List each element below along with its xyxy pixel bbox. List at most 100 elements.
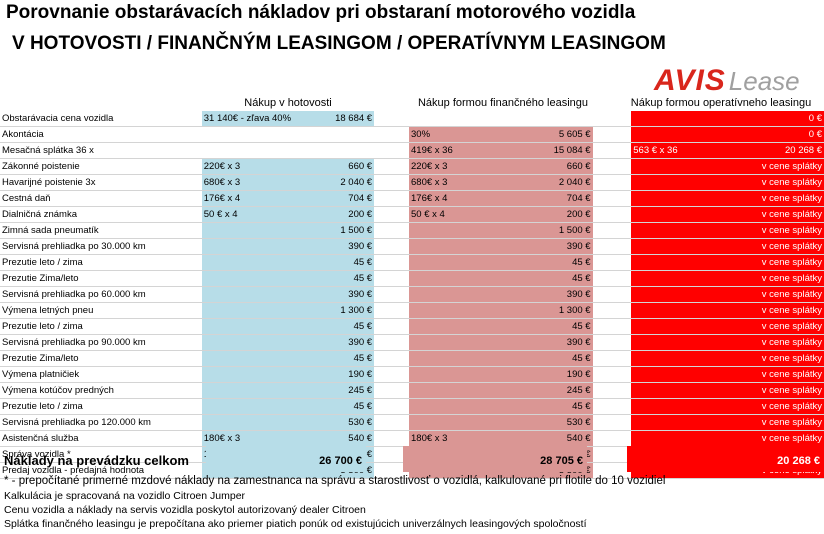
cell-c3b: v cene splátky: [731, 174, 824, 191]
cell-c3b: v cene splátky: [731, 206, 824, 223]
cell-c3a: [631, 158, 732, 175]
cell-spacer: [592, 366, 632, 383]
cell-c3a: [631, 334, 732, 351]
total-cash: 26 700 €: [206, 446, 366, 472]
cell-c3a: 563 € x 36: [631, 142, 732, 159]
cell-c1a: [201, 318, 317, 335]
cell-c3b: v cene splátky: [731, 238, 824, 255]
cell-c2b: 200 €: [511, 206, 593, 223]
cell-c2a: 180€ x 3: [409, 430, 512, 447]
cell-c2a: [409, 318, 512, 335]
cost-table: Obstarávacia cena vozidla 31 140€ - zľava…: [0, 111, 824, 479]
cell-label: Asistenčná služba: [0, 430, 202, 447]
cell-c3b: v cene splátky: [731, 366, 824, 383]
table-row: Servisná prehliadka po 120.000 km 530 € 53…: [0, 414, 824, 431]
cell-c2b: 540 €: [511, 430, 593, 447]
cell-label: Mesačná splátka 36 x: [0, 142, 202, 159]
cell-spacer: [592, 174, 632, 191]
cell-c3b: v cene splátky: [731, 222, 824, 239]
cell-spacer: [374, 238, 410, 255]
cell-c1a: [201, 270, 317, 287]
cell-c1b: 2 040 €: [316, 174, 375, 191]
cell-c1b: 704 €: [316, 190, 375, 207]
cell-c1a: [201, 126, 317, 143]
cell-c2a: [409, 238, 512, 255]
cell-label: Zimná sada pneumatík: [0, 222, 202, 239]
table-row: Prezutie leto / zima 45 € 45 € v cene splát…: [0, 398, 824, 415]
avis-lease-logo: AVIS Lease: [654, 64, 800, 98]
table-row: Dialničná známka 50 € x 4 200 €50 € x 4 200…: [0, 206, 824, 223]
cell-label: Prezutie leto / zima: [0, 398, 202, 415]
page-subtitle: V HOTOVOSTI / FINANČNÝM LEASINGOM / OPER…: [12, 33, 666, 54]
cell-c2b: 390 €: [511, 334, 593, 351]
cell-c1b: 45 €: [316, 270, 375, 287]
logo-brand: AVIS: [654, 64, 726, 97]
cell-spacer: [592, 238, 632, 255]
cell-c1b: 390 €: [316, 286, 375, 303]
cell-spacer: [374, 398, 410, 415]
cell-c2a: 50 € x 4: [409, 206, 512, 223]
cell-spacer: [374, 382, 410, 399]
cell-spacer: [374, 430, 410, 447]
cell-label: Obstarávacia cena vozidla: [0, 111, 202, 127]
cell-c3a: [631, 270, 732, 287]
cell-spacer: [592, 222, 632, 239]
cell-label: Akontácia: [0, 126, 202, 143]
table-row: Asistenčná služba 180€ x 3 540 €180€ x 3 54…: [0, 430, 824, 447]
table-row: Akontácia 30% 5 605 € 0 €: [0, 126, 824, 143]
cell-c2b: 190 €: [511, 366, 593, 383]
cell-spacer: [592, 206, 632, 223]
cell-c1a: 220€ x 3: [201, 158, 317, 175]
cell-c2b: 245 €: [511, 382, 593, 399]
cell-c2b: 390 €: [511, 286, 593, 303]
cell-spacer: [592, 382, 632, 399]
cell-label: Prezutie Zima/leto: [0, 350, 202, 367]
cell-c2a: [409, 398, 512, 415]
cell-c1b: 1 300 €: [316, 302, 375, 319]
table-row: Prezutie leto / zima 45 € 45 € v cene splát…: [0, 254, 824, 271]
cell-c1a: [201, 302, 317, 319]
table-row: Cestná daň 176€ x 4 704 €176€ x 4 704 € v ce…: [0, 190, 824, 207]
cell-c1a: 31 140€ - zľava 40%: [201, 111, 317, 127]
header-operative: Nákup formou operatívneho leasingu: [630, 97, 812, 109]
cell-label: Servisná prehliadka po 120.000 km: [0, 414, 202, 431]
cell-c3b: v cene splátky: [731, 350, 824, 367]
cell-c1b: 245 €: [316, 382, 375, 399]
totals-label: Náklady na prevádzku celkom: [4, 453, 189, 468]
cell-c1a: 180€ x 3: [201, 430, 317, 447]
table-row: Výmena platničiek 190 € 190 € v cene splátk…: [0, 366, 824, 383]
cell-c2b: 2 040 €: [511, 174, 593, 191]
cell-c1a: [201, 286, 317, 303]
cell-spacer: [374, 254, 410, 271]
cell-spacer: [374, 270, 410, 287]
cell-spacer: [592, 302, 632, 319]
cell-spacer: [374, 126, 410, 143]
cell-c3a: [631, 382, 732, 399]
cell-c1a: [201, 366, 317, 383]
cell-c1b: 530 €: [316, 414, 375, 431]
table-row: Servisná prehliadka po 30.000 km 390 € 390…: [0, 238, 824, 255]
cell-c3b: v cene splátky: [731, 334, 824, 351]
cell-c3b: v cene splátky: [731, 302, 824, 319]
cell-c2b: 390 €: [511, 238, 593, 255]
cell-c1b: 45 €: [316, 254, 375, 271]
cell-c1b: 200 €: [316, 206, 375, 223]
cell-c3a: [631, 222, 732, 239]
cell-c3a: [631, 302, 732, 319]
cell-c1a: [201, 254, 317, 271]
cell-c2a: [409, 302, 512, 319]
cell-c2b: 45 €: [511, 254, 593, 271]
cell-label: Predaj vozidla - predajná hodnota: [0, 462, 202, 479]
cell-c1b: 18 684 €: [316, 111, 375, 127]
cell-c3a: [631, 190, 732, 207]
total-finance: 28 705 €: [403, 446, 587, 472]
cell-c2b: 1 300 €: [511, 302, 593, 319]
cell-spacer: [592, 334, 632, 351]
table-row: Zákonné poistenie 220€ x 3 660 €220€ x 3 66…: [0, 158, 824, 175]
cell-c1a: [201, 222, 317, 239]
cell-label: Dialničná známka: [0, 206, 202, 223]
cell-spacer: [592, 350, 632, 367]
cell-spacer: [592, 318, 632, 335]
cell-c1a: [201, 382, 317, 399]
